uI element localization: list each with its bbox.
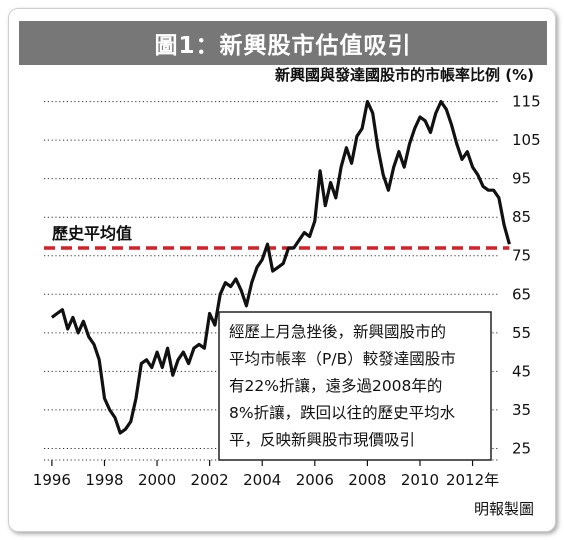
annotation-line: 8%折讓，跌回以往的歷史平均水 [229,403,456,422]
y-tick-label: 105 [512,131,541,149]
y-tick-label: 35 [512,401,531,419]
y-tick-label: 65 [512,285,531,303]
y-axis-label: 新興國與發達國股市的市帳率比例 (%) [275,66,534,84]
annotation-line: 有22%折讓，遠多過2008年的 [229,376,442,395]
y-tick-label: 25 [512,439,531,457]
x-tick-label: 2010 [401,471,439,489]
y-tick-label: 55 [512,324,531,342]
x-tick-label: 2012年 [446,471,499,489]
y-tick-label: 85 [512,208,531,226]
x-tick-label: 2000 [138,471,176,489]
x-tick-label: 1998 [85,471,123,489]
source-credit: 明報製圖 [474,500,534,518]
x-tick-label: 2006 [296,471,334,489]
x-tick-label: 2002 [191,471,229,489]
annotation-line: 平，反映新興股市現價吸引 [229,431,415,449]
x-tick-label: 2008 [348,471,386,489]
y-tick-label: 95 [512,170,531,188]
annotation-line: 平均市帳率（P/B）較發達國股市 [229,350,456,368]
x-tick-labels: 1996 1998 2000 2002 2004 2006 2008 2010 2012年 [33,460,499,489]
annotation-box: 經歷上月急挫後，新興國股市的平均市帳率（P/B）較發達國股市有22%折讓，遠多過… [218,311,492,461]
x-tick-label: 2004 [243,471,281,489]
y-tick-label: 75 [512,247,531,265]
annotation-frame [218,311,492,461]
annotation-line: 經歷上月急挫後，新興國股市的 [229,323,446,341]
x-tick-label: 1996 [33,471,71,489]
y-tick-label: 115 [512,93,541,111]
chart-title: 圖1：新興股市估值吸引 [19,21,547,65]
y-tick-labels: 25 35 45 55 65 75 85 95 105 115 [512,93,541,458]
y-tick-label: 45 [512,362,531,380]
series-line [50,100,511,435]
historical-average-label: 歷史平均值 [52,224,132,243]
